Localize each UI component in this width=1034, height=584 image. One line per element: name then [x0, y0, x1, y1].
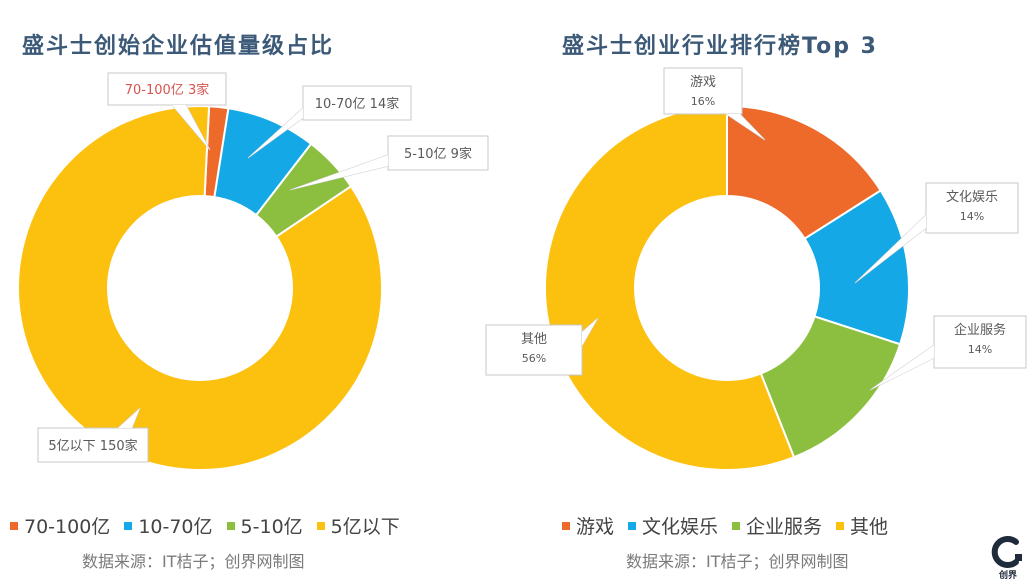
donut-1-data-label-text-3-1: 56%: [522, 352, 546, 365]
legend-industry: 游戏 文化娱乐 企业服务 其他: [562, 512, 888, 539]
donut-1-slice-0: [726, 104, 883, 241]
donut-1-data-label-text-1-1: 14%: [960, 210, 984, 223]
legend-0-item-0: 70-100亿: [10, 512, 110, 539]
legend-valuation: 70-100亿 10-70亿 5-10亿 5亿以下: [10, 512, 400, 539]
donut-0-slice-3: [17, 105, 383, 471]
legend-1-item-0: 游戏: [562, 512, 614, 539]
donut-1-data-label-2: 企业服务 14%: [869, 315, 1027, 391]
chuangjie-logo: 创界: [991, 536, 1022, 581]
donut-0-data-label-1: 10-70亿 14家: [247, 85, 412, 159]
legend-1-label-0: 游戏: [576, 516, 615, 538]
donut-0-data-label-0: 70-100亿 3家: [107, 72, 227, 151]
legend-0-item-3: 5亿以下: [316, 512, 400, 539]
legend-1-swatch-2: [732, 521, 741, 530]
legend-0-item-1: 10-70亿: [124, 512, 213, 539]
legend-0-item-2: 5-10亿: [226, 512, 303, 539]
donut-0-data-label-2: 5-10亿 9家: [289, 135, 489, 191]
source-note-industry: 数据来源：IT桔子；创界网制图: [626, 552, 849, 571]
donut-0-data-label-text-2: 5-10亿 9家: [404, 146, 472, 162]
legend-1-swatch-0: [562, 521, 570, 530]
source-note-valuation: 数据来源：IT桔子；创界网制图: [82, 552, 305, 571]
legend-0-swatch-0: [10, 521, 18, 530]
legend-1-item-3: 其他: [836, 512, 888, 539]
donut-0-data-label-text-3: 5亿以下 150家: [48, 438, 137, 454]
donut-1-data-label-text-1-0: 文化娱乐: [946, 190, 998, 205]
legend-1-label-2: 企业服务: [746, 516, 823, 538]
legend-1-item-2: 企业服务: [732, 512, 822, 539]
logo-text: 创界: [998, 569, 1017, 581]
donut-0-data-label-3: 5亿以下 150家: [37, 407, 149, 463]
legend-0-swatch-2: [226, 521, 235, 530]
legend-1-label-3: 其他: [850, 516, 889, 538]
donut-1-data-label-text-3-0: 其他: [521, 332, 547, 347]
chart-title-valuation: 盛斗士创始企业估值量级占比: [22, 34, 335, 59]
legend-0-label-3: 5亿以下: [330, 516, 400, 538]
legend-0-swatch-3: [316, 521, 325, 530]
donut-1-data-label-text-2-0: 企业服务: [954, 322, 1006, 338]
donut-1-slice-3: [544, 104, 796, 471]
legend-0-swatch-1: [124, 521, 133, 530]
donut-1-data-label-1: 文化娱乐 14%: [854, 182, 1019, 284]
donut-1-data-label-0: 游戏 16%: [663, 67, 766, 141]
legend-1-item-1: 文化娱乐: [628, 512, 718, 539]
legend-1-swatch-3: [836, 521, 845, 530]
donut-1-data-label-text-0-1: 16%: [691, 95, 715, 108]
donut-0-data-label-text-0: 70-100亿 3家: [125, 82, 209, 98]
legend-0-label-1: 10-70亿: [138, 516, 213, 538]
legend-0-label-0: 70-100亿: [24, 516, 111, 538]
legend-1-swatch-1: [628, 521, 637, 530]
legend-0-label-2: 5-10亿: [240, 516, 303, 538]
donut-1-data-label-text-0-0: 游戏: [690, 75, 716, 90]
donut-1-data-label-3: 其他 56%: [485, 317, 599, 376]
donut-0-data-label-text-1: 10-70亿 14家: [315, 96, 399, 112]
chart-title-industry: 盛斗士创业行业排行榜Top 3: [562, 34, 878, 59]
legend-1-label-1: 文化娱乐: [642, 516, 719, 538]
donut-1-data-label-text-2-1: 14%: [968, 343, 992, 356]
